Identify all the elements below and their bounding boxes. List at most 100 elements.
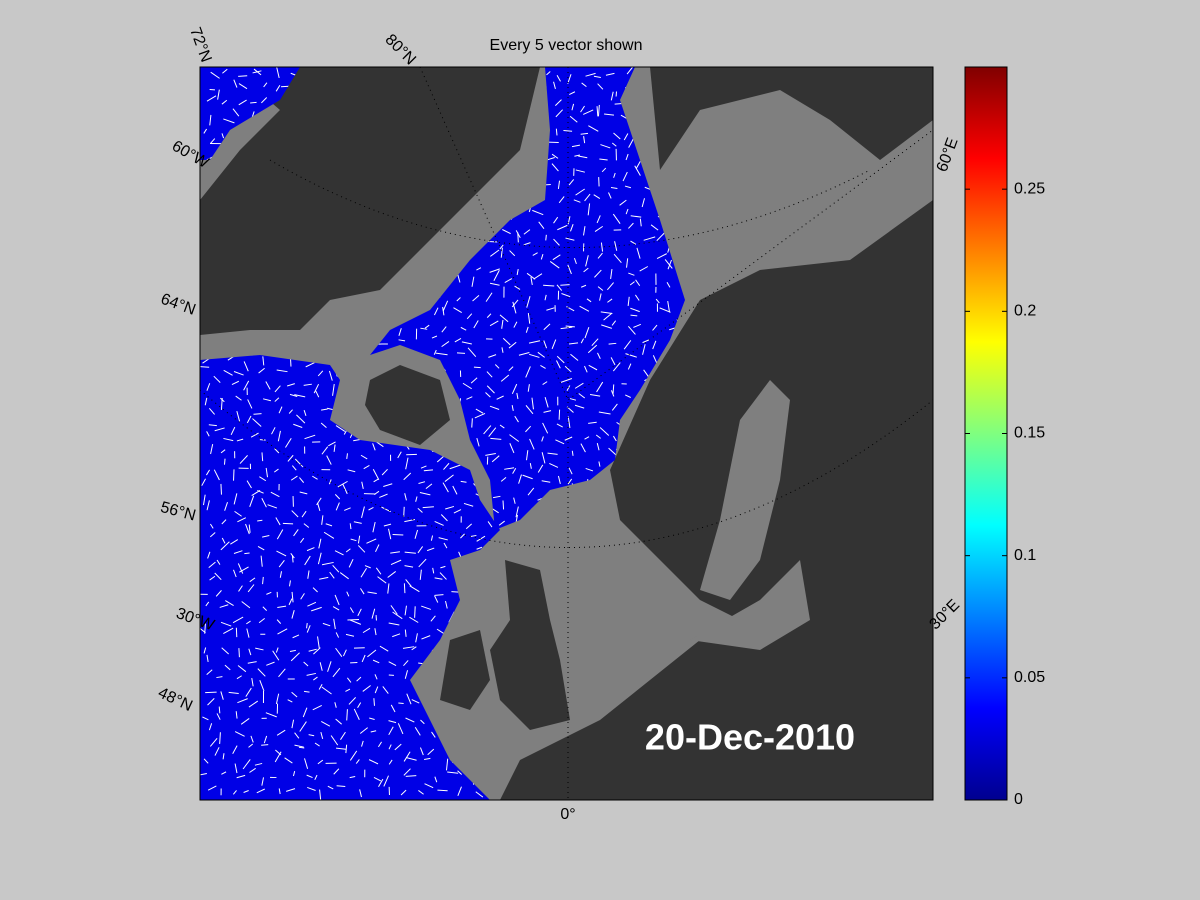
vector <box>629 281 635 286</box>
vector <box>527 487 535 496</box>
vector <box>625 353 637 358</box>
vector <box>513 321 518 328</box>
vector <box>525 405 534 415</box>
vector <box>248 648 252 656</box>
vector <box>339 572 349 580</box>
vector <box>588 364 598 371</box>
vector <box>333 618 336 630</box>
vector <box>357 545 366 553</box>
vector <box>636 247 641 259</box>
vector <box>606 282 614 291</box>
vector <box>202 716 209 721</box>
vector <box>501 347 504 353</box>
vector <box>293 423 303 428</box>
vector <box>253 68 262 76</box>
vector <box>532 209 544 216</box>
vector <box>261 744 269 746</box>
colorbar-tick-label: 0.1 <box>1014 547 1036 564</box>
vector <box>642 344 646 355</box>
vector <box>568 467 573 475</box>
vector <box>574 154 581 157</box>
vector <box>236 438 244 442</box>
vector <box>608 342 617 345</box>
vector <box>659 307 671 313</box>
vector <box>486 371 493 378</box>
vector <box>513 497 516 504</box>
vector <box>397 451 402 459</box>
vector <box>372 469 380 480</box>
vector <box>445 758 449 771</box>
graticule-label: 48°N <box>155 684 195 715</box>
vector <box>610 390 615 397</box>
vector <box>291 510 299 518</box>
vector <box>332 606 340 611</box>
vector <box>344 507 351 511</box>
vector <box>575 169 585 173</box>
vector <box>485 292 493 302</box>
vector <box>502 337 511 346</box>
vector <box>599 158 608 161</box>
vector <box>607 298 613 303</box>
vector <box>569 115 578 123</box>
vector <box>634 294 640 301</box>
vector <box>597 104 600 117</box>
vector <box>220 397 223 410</box>
vector <box>400 789 407 796</box>
vector <box>223 458 226 465</box>
vector <box>545 234 547 241</box>
vector <box>568 342 579 345</box>
vector <box>223 627 234 634</box>
vector <box>430 535 434 541</box>
vector <box>236 774 246 779</box>
vector <box>388 661 397 667</box>
land <box>440 630 490 710</box>
vector <box>433 349 437 355</box>
vector <box>228 691 239 694</box>
vector <box>334 594 340 606</box>
vector <box>558 196 565 204</box>
vector <box>596 215 601 224</box>
vector <box>434 520 444 526</box>
vector <box>313 676 318 681</box>
vector <box>600 311 613 314</box>
vector <box>447 771 459 774</box>
vector <box>203 128 208 134</box>
vector <box>476 546 483 550</box>
vector <box>456 297 461 302</box>
vector <box>332 564 340 573</box>
vector <box>608 192 612 199</box>
vector <box>528 353 540 358</box>
vector <box>219 604 229 608</box>
vector <box>625 208 629 215</box>
vector <box>206 654 209 663</box>
vector <box>499 314 509 323</box>
vector <box>656 253 667 260</box>
vector <box>598 461 601 467</box>
vector <box>568 179 575 186</box>
vector <box>392 633 401 638</box>
vector <box>265 467 268 478</box>
vector <box>261 777 265 786</box>
vector <box>237 698 248 704</box>
vector <box>440 565 446 569</box>
vector <box>306 622 308 629</box>
vector <box>357 535 361 544</box>
vector <box>277 628 288 635</box>
vector <box>321 446 329 455</box>
vector <box>457 770 463 775</box>
vector <box>564 436 573 441</box>
vector <box>639 266 649 272</box>
vector <box>583 226 586 236</box>
vector <box>599 293 602 301</box>
vector <box>542 422 549 434</box>
vector <box>247 584 255 593</box>
vector <box>405 579 412 587</box>
vector <box>209 738 218 747</box>
land <box>490 560 570 730</box>
vector <box>471 418 473 428</box>
vector <box>286 788 296 792</box>
vector <box>540 365 546 369</box>
vector <box>348 697 357 705</box>
vector <box>434 594 444 596</box>
vector <box>597 352 601 359</box>
